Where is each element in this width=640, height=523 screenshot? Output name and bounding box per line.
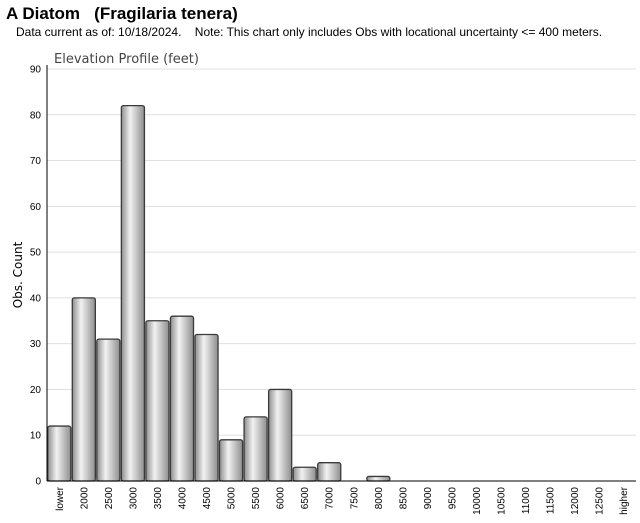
x-tick-label: 4000: [177, 487, 188, 510]
x-tick-label: 6000: [276, 487, 287, 510]
y-tick-label: 20: [30, 385, 42, 396]
gridlines: [47, 68, 636, 436]
y-tick-label: 90: [30, 65, 42, 76]
x-tick-label: 3000: [128, 487, 139, 510]
bar-4500: [194, 333, 219, 482]
x-tick-label: 8000: [374, 487, 385, 510]
y-tick-label: 40: [30, 293, 42, 304]
x-tick-label: 12500: [595, 487, 606, 515]
x-tick-label: 2000: [79, 487, 90, 510]
bar-5000: [218, 439, 244, 482]
bar-2000: [71, 297, 96, 482]
x-tick-label: 11000: [521, 487, 532, 515]
y-axis-title: Obs. Count: [11, 241, 25, 308]
bars: [47, 104, 391, 482]
bar-8000: [366, 475, 391, 482]
x-tick-label: 9500: [447, 487, 458, 510]
x-tick-label: 9000: [423, 487, 434, 510]
x-tick-labels: lower 2000 2500 3000 3500 4000 4500 5000 5500 600…: [55, 486, 630, 514]
y-tick-label: 10: [30, 431, 42, 442]
y-tick-label: 30: [30, 339, 42, 350]
x-tick-label: 2500: [104, 487, 115, 510]
bar-6000: [267, 388, 293, 482]
y-tick-label: 70: [30, 156, 42, 167]
y-tick-labels: 0 10 20 30 40 50 60 70 80 90: [30, 65, 42, 488]
x-tick-label: 7000: [325, 487, 336, 510]
x-tick-label: 8500: [398, 487, 409, 510]
bar-7000: [317, 462, 342, 482]
chart-title: Elevation Profile (feet): [54, 52, 199, 67]
x-tick-label: 3500: [153, 487, 164, 510]
x-tick-label: lower: [55, 486, 66, 511]
bar-3000: [120, 104, 146, 482]
y-tick-label: 0: [35, 477, 41, 488]
x-tick-label: 10000: [472, 487, 483, 515]
y-tick-label: 50: [30, 248, 42, 259]
bar-4000: [169, 315, 195, 482]
x-tick-label: 4500: [202, 487, 213, 510]
bar-5500: [243, 416, 268, 482]
x-tick-label: 11500: [546, 487, 557, 515]
page-title: A Diatom (Fragilaria tenera): [6, 4, 238, 23]
x-tick-label: 10500: [497, 487, 508, 515]
bar-6500: [292, 466, 317, 482]
y-tick-label: 80: [30, 110, 42, 121]
x-tick-label: 7500: [349, 487, 360, 510]
data-note: Data current as of: 10/18/2024. Note: Th…: [16, 25, 603, 39]
x-tick-label: 12000: [570, 487, 581, 515]
bar-2500: [96, 338, 121, 482]
x-tick-label: higher: [619, 486, 630, 514]
y-tick-label: 60: [30, 202, 42, 213]
bar-3500: [145, 320, 170, 482]
bar-lower: [47, 425, 72, 482]
x-tick-label: 6500: [300, 487, 311, 510]
axes: [46, 65, 636, 482]
x-tick-label: 5000: [227, 487, 238, 510]
x-tick-label: 5500: [251, 487, 262, 510]
